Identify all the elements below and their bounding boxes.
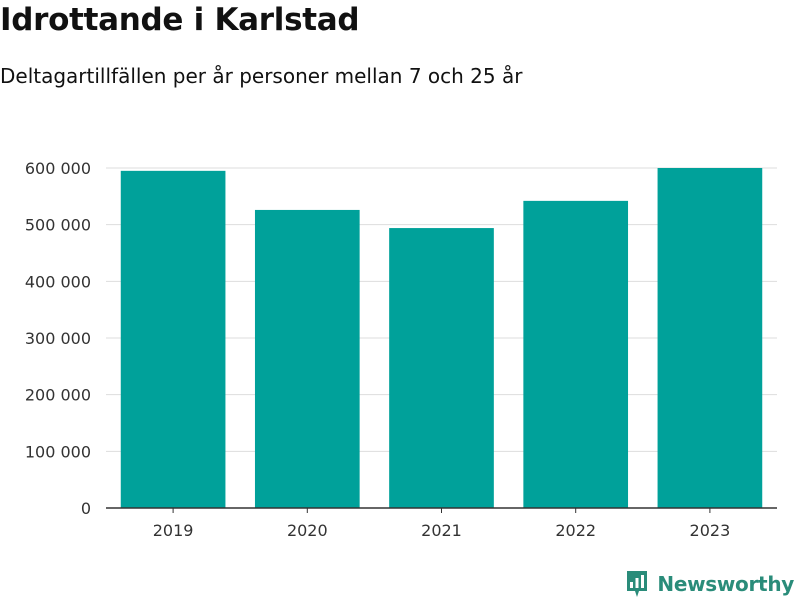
chart-title: Idrottande i Karlstad <box>0 2 360 38</box>
y-tick-label: 600 000 <box>25 159 91 178</box>
x-tick-label: 2021 <box>421 521 462 540</box>
x-tick-label: 2019 <box>153 521 194 540</box>
bar <box>389 228 494 509</box>
brand: Newsworthy <box>625 569 794 599</box>
bar <box>120 170 226 509</box>
bar <box>523 200 629 508</box>
y-tick-label: 400 000 <box>25 272 91 291</box>
bar <box>657 168 763 508</box>
chart-subtitle: Deltagartillfällen per år personer mella… <box>0 64 523 88</box>
brand-name: Newsworthy <box>657 572 794 596</box>
x-tick-label: 2023 <box>690 521 731 540</box>
x-tick-label: 2020 <box>287 521 328 540</box>
y-tick-label: 0 <box>81 499 91 518</box>
y-tick-label: 100 000 <box>25 442 91 461</box>
y-tick-label: 200 000 <box>25 386 91 405</box>
x-tick-label: 2022 <box>555 521 596 540</box>
bar <box>254 209 360 508</box>
y-tick-label: 300 000 <box>25 329 91 348</box>
newsworthy-logo-icon <box>627 571 648 597</box>
y-tick-label: 500 000 <box>25 216 91 235</box>
